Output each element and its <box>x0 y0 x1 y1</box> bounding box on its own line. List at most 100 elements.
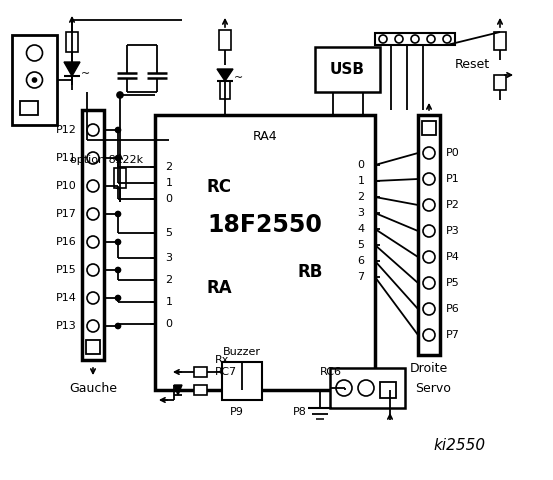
Circle shape <box>116 267 121 273</box>
Circle shape <box>116 296 121 300</box>
Text: P6: P6 <box>446 304 460 314</box>
Bar <box>222 362 262 400</box>
Circle shape <box>423 173 435 185</box>
Text: P0: P0 <box>446 148 460 158</box>
Bar <box>220 81 230 99</box>
Circle shape <box>427 35 435 43</box>
Circle shape <box>87 292 99 304</box>
Text: 1: 1 <box>165 178 173 188</box>
Text: P10: P10 <box>56 181 77 191</box>
Circle shape <box>116 156 121 160</box>
Bar <box>330 368 405 408</box>
Text: 7: 7 <box>357 272 364 282</box>
Text: 0: 0 <box>165 194 173 204</box>
Text: P5: P5 <box>446 278 460 288</box>
Text: P7: P7 <box>446 330 460 340</box>
Text: 5: 5 <box>165 228 173 238</box>
Text: P8: P8 <box>293 407 307 417</box>
Circle shape <box>411 35 419 43</box>
Circle shape <box>87 236 99 248</box>
Bar <box>86 340 100 354</box>
Bar <box>12 35 57 125</box>
Text: RC: RC <box>207 178 232 195</box>
Circle shape <box>33 78 36 82</box>
Text: 0: 0 <box>357 160 364 170</box>
Bar <box>66 32 78 52</box>
Text: P13: P13 <box>56 321 77 331</box>
Circle shape <box>117 92 123 98</box>
Bar <box>82 110 104 360</box>
Bar <box>375 33 455 45</box>
Circle shape <box>116 212 121 216</box>
Circle shape <box>27 45 43 61</box>
Text: 4: 4 <box>357 224 364 234</box>
Text: P4: P4 <box>446 252 460 262</box>
Bar <box>380 382 396 398</box>
Text: USB: USB <box>330 62 365 77</box>
Polygon shape <box>174 385 182 395</box>
Text: 2: 2 <box>357 192 364 202</box>
Text: P3: P3 <box>446 226 460 236</box>
Circle shape <box>87 320 99 332</box>
Text: P12: P12 <box>56 125 77 135</box>
Bar <box>219 30 231 50</box>
Text: RA: RA <box>207 279 233 297</box>
Circle shape <box>87 152 99 164</box>
Circle shape <box>116 128 121 132</box>
Text: RB: RB <box>298 263 323 281</box>
Text: 2: 2 <box>165 275 173 285</box>
Bar <box>315 47 380 92</box>
Text: P16: P16 <box>56 237 77 247</box>
Circle shape <box>116 240 121 244</box>
Text: 6: 6 <box>357 256 364 266</box>
Bar <box>494 75 506 90</box>
Text: P11: P11 <box>56 153 77 163</box>
Text: ~: ~ <box>81 69 90 79</box>
Text: RC7: RC7 <box>215 367 237 377</box>
Text: Droite: Droite <box>410 362 448 375</box>
Text: Rx: Rx <box>215 355 229 365</box>
Bar <box>194 385 207 395</box>
Text: ~: ~ <box>234 73 243 83</box>
Circle shape <box>423 251 435 263</box>
Text: ki2550: ki2550 <box>434 437 486 453</box>
Text: 3: 3 <box>357 208 364 218</box>
Text: 1: 1 <box>357 176 364 186</box>
Text: 5: 5 <box>357 240 364 250</box>
Bar <box>155 115 375 390</box>
Bar <box>422 121 436 135</box>
Text: P1: P1 <box>446 174 460 184</box>
Circle shape <box>116 183 121 189</box>
Circle shape <box>358 380 374 396</box>
Bar <box>494 32 506 50</box>
Text: RC6: RC6 <box>320 367 342 377</box>
Polygon shape <box>217 69 233 81</box>
Text: 3: 3 <box>165 253 173 263</box>
Polygon shape <box>64 62 80 76</box>
Text: P14: P14 <box>56 293 77 303</box>
Circle shape <box>395 35 403 43</box>
Circle shape <box>336 380 352 396</box>
Bar <box>20 101 38 115</box>
Text: Reset: Reset <box>455 59 490 72</box>
Circle shape <box>443 35 451 43</box>
Text: P15: P15 <box>56 265 77 275</box>
Circle shape <box>87 264 99 276</box>
Circle shape <box>87 208 99 220</box>
Text: option 8x22k: option 8x22k <box>70 155 143 165</box>
Bar <box>114 168 126 188</box>
Bar <box>194 367 207 377</box>
Bar <box>418 115 440 355</box>
Circle shape <box>379 35 387 43</box>
Text: P17: P17 <box>56 209 77 219</box>
Text: Buzzer: Buzzer <box>223 347 261 357</box>
Text: P9: P9 <box>230 407 244 417</box>
Circle shape <box>423 199 435 211</box>
Text: 2: 2 <box>165 162 173 172</box>
Circle shape <box>87 180 99 192</box>
Text: Servo: Servo <box>415 382 451 395</box>
Text: P2: P2 <box>446 200 460 210</box>
Circle shape <box>423 225 435 237</box>
Circle shape <box>27 72 43 88</box>
Text: 18F2550: 18F2550 <box>207 213 322 237</box>
